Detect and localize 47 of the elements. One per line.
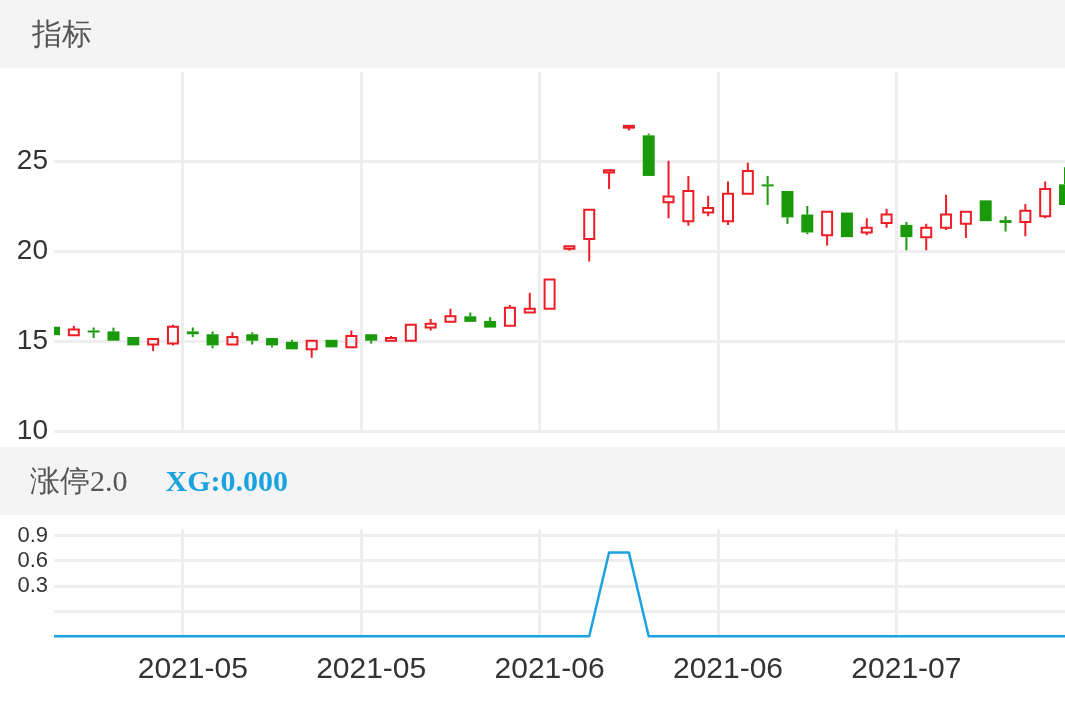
x-tick-label: 2021-07 [851,651,962,685]
y-tick-label: 0.6 [17,546,48,572]
x-tick-label: 2021-06 [494,651,605,685]
candlestick [127,336,140,346]
candlestick [186,326,199,338]
candlestick [345,329,358,349]
x-tick-label: 2021-06 [672,651,784,685]
candlestick [404,323,417,342]
candlestick [305,339,318,359]
candlestick [860,217,873,237]
candlestick [325,339,338,348]
candlestick [999,215,1012,233]
y-tick-label: 0.9 [17,521,48,547]
candlestick [206,330,219,350]
candlestick [979,200,992,222]
candlestick [662,159,675,220]
candlestick [484,316,497,328]
candlestick [821,210,834,247]
chart-title: 涨停2.0 [30,462,128,499]
candlestick [959,210,972,240]
candlestick [246,331,259,346]
candlestick [940,193,953,231]
y-tick-label: 20 [16,234,48,266]
candlestick [1019,203,1032,238]
candlestick [840,212,853,238]
candlestick [583,208,596,263]
candlestick [682,174,695,227]
candlestick [761,174,774,207]
y-tick-label: 25 [16,144,48,176]
candlestick [147,337,160,353]
x-tick-label: 2021-05 [316,651,427,685]
x-tick-label: 2021-05 [137,651,248,685]
candlestick [603,169,616,191]
text: XG:0.000 [165,464,288,498]
candlestick [900,221,913,252]
chart-title: 指标 [32,15,92,52]
candlestick [87,326,100,340]
candlestick [722,180,734,226]
y-tick-label: 10 [16,413,48,445]
candlestick [523,291,536,314]
y-tick-label: 0.3 [17,572,48,598]
candlestick [801,205,814,236]
candlestick [285,338,298,350]
candlestick [543,278,556,310]
candlestick [266,338,279,349]
y-tick-label: 15 [16,323,48,355]
candlestick [365,334,378,345]
